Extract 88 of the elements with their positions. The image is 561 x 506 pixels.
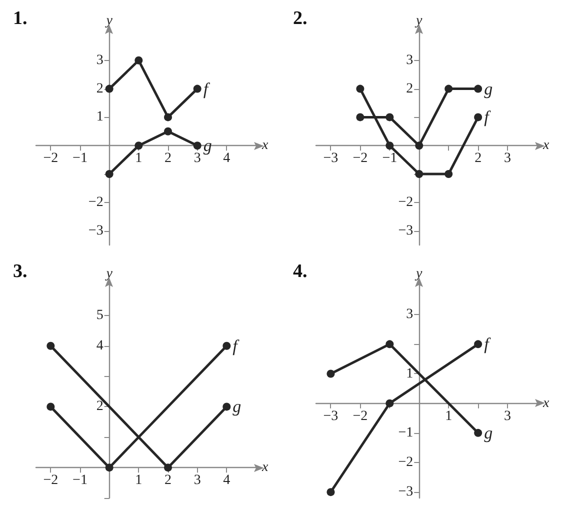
- x-tick-label: 4: [223, 473, 230, 488]
- chart-title: 2.: [293, 8, 308, 29]
- y-tick-label: 2: [406, 81, 414, 96]
- y-tick-label: −3: [398, 223, 414, 238]
- series-label: f: [232, 336, 240, 356]
- y-tick-label: 3: [406, 307, 414, 322]
- series-label: g: [232, 397, 242, 416]
- point: [474, 428, 482, 437]
- point: [474, 84, 482, 93]
- x-tick-label: 3: [194, 473, 201, 488]
- y-tick-label: 4: [96, 338, 104, 354]
- point: [356, 84, 364, 93]
- x-tick-label: −1: [382, 151, 398, 166]
- x-tick-label: −2: [43, 473, 58, 488]
- y-tick-label: 1: [406, 366, 414, 382]
- point: [193, 142, 202, 150]
- point: [46, 402, 55, 411]
- y-tick-label: −1: [398, 425, 414, 440]
- point: [222, 342, 231, 350]
- y-axis-title: y: [104, 266, 114, 282]
- y-tick-label: 3: [406, 52, 414, 68]
- series-label: g: [203, 136, 212, 156]
- point: [105, 84, 114, 93]
- x-tick-label: 3: [504, 151, 512, 166]
- y-tick-label: −2: [398, 455, 414, 470]
- point: [474, 340, 482, 348]
- y-tick-label: −3: [398, 484, 414, 500]
- point: [386, 399, 394, 408]
- x-tick-label: −3: [323, 151, 338, 166]
- x-tick-label: 3: [194, 151, 201, 166]
- point: [134, 142, 143, 150]
- series-label: f: [203, 79, 210, 98]
- y-tick-label: −2: [88, 194, 104, 210]
- point: [326, 488, 335, 496]
- x-tick-label: −1: [72, 473, 88, 488]
- x-axis-title: x: [261, 460, 269, 476]
- point: [474, 113, 482, 122]
- point: [105, 464, 114, 472]
- x-tick-label: −2: [43, 151, 58, 166]
- point: [444, 170, 453, 178]
- point: [105, 170, 114, 178]
- x-tick-label: 4: [223, 151, 230, 166]
- x-tick-label: −2: [352, 408, 368, 424]
- x-axis-title: x: [542, 138, 550, 154]
- point: [164, 113, 172, 122]
- x-tick-label: 1: [445, 408, 452, 424]
- point: [386, 142, 394, 150]
- x-tick-label: −1: [72, 151, 88, 166]
- point: [164, 127, 172, 136]
- y-axis-title: y: [414, 266, 424, 282]
- point: [193, 84, 202, 93]
- point: [134, 56, 143, 64]
- series-label: f: [484, 108, 492, 127]
- point: [386, 113, 394, 122]
- y-tick-label: 2: [96, 81, 104, 96]
- x-tick-label: 2: [164, 151, 172, 166]
- y-axis-title: y: [414, 14, 424, 28]
- x-tick-label: 1: [135, 151, 142, 166]
- point: [326, 370, 335, 378]
- y-tick-label: 5: [96, 308, 104, 323]
- x-tick-label: −2: [352, 151, 368, 166]
- point: [356, 113, 364, 122]
- y-tick-label: 1: [96, 110, 104, 125]
- x-tick-label: −3: [323, 408, 338, 424]
- y-tick-label: 2: [96, 399, 104, 414]
- point: [386, 340, 394, 348]
- y-tick-label: −3: [88, 223, 104, 238]
- x-tick-label: 1: [135, 473, 142, 488]
- x-axis-title: x: [261, 138, 269, 154]
- x-tick-label: 3: [504, 408, 512, 424]
- point: [222, 402, 231, 411]
- point: [415, 142, 424, 150]
- point: [164, 464, 172, 472]
- x-tick-label: 2: [164, 473, 172, 488]
- chart-title: 4.: [293, 261, 308, 282]
- point: [444, 84, 453, 93]
- y-tick-label: 3: [96, 52, 104, 68]
- x-axis-title: x: [542, 396, 550, 411]
- series-label: g: [484, 423, 493, 442]
- y-axis-title: y: [104, 14, 114, 28]
- series-label: f: [484, 334, 492, 354]
- chart-title: 1.: [13, 8, 28, 29]
- y-tick-label: −2: [398, 194, 414, 210]
- point: [46, 342, 55, 350]
- series-label: g: [484, 79, 493, 98]
- chart-title: 3.: [13, 261, 28, 282]
- x-tick-label: 2: [474, 151, 482, 166]
- point: [415, 170, 424, 178]
